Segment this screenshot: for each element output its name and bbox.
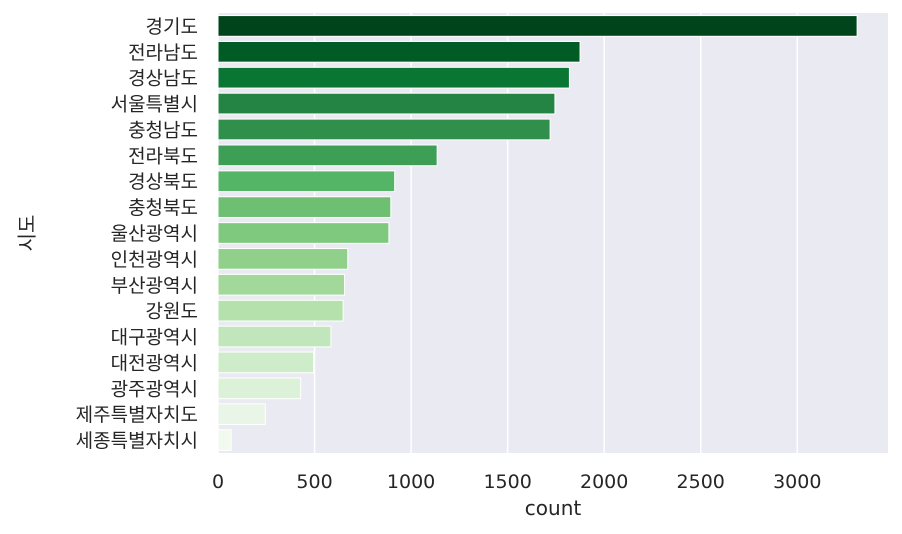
y-tick-label: 전라남도 bbox=[128, 42, 198, 64]
x-tick-label: 2500 bbox=[677, 471, 725, 493]
y-tick-label: 경상북도 bbox=[128, 171, 198, 193]
x-tick-label: 1500 bbox=[483, 471, 531, 493]
bar bbox=[217, 299, 344, 322]
bar bbox=[217, 222, 390, 244]
bar bbox=[217, 66, 570, 89]
y-tick-label: 전라북도 bbox=[128, 145, 198, 167]
x-tick-label: 500 bbox=[296, 471, 332, 493]
y-tick-label: 울산광역시 bbox=[111, 223, 198, 245]
y-tick-label: 광주광역시 bbox=[111, 378, 198, 400]
bar bbox=[217, 325, 332, 348]
y-axis-label: 시도 bbox=[15, 215, 39, 252]
x-tick-label: 0 bbox=[212, 471, 224, 493]
bar bbox=[217, 429, 232, 451]
y-tick-label: 대구광역시 bbox=[111, 327, 198, 349]
bar bbox=[217, 15, 858, 37]
y-tick-label: 대전광역시 bbox=[111, 352, 198, 374]
bar bbox=[217, 377, 302, 400]
y-tick-label: 제주특별자치도 bbox=[76, 404, 198, 426]
bar bbox=[217, 351, 315, 374]
bar bbox=[217, 196, 392, 218]
bar bbox=[217, 403, 266, 426]
y-tick-label: 인천광역시 bbox=[111, 249, 198, 271]
y-tick-label: 강원도 bbox=[146, 301, 198, 323]
bar bbox=[217, 118, 551, 141]
y-tick-label: 서울특별시 bbox=[111, 94, 198, 116]
x-tick-label: 3000 bbox=[773, 471, 821, 493]
y-tick-label: 충청남도 bbox=[128, 119, 198, 141]
y-tick-label: 충청북도 bbox=[128, 197, 198, 219]
y-tick-label: 부산광역시 bbox=[111, 275, 198, 297]
y-tick-label: 세종특별자치시 bbox=[76, 430, 198, 452]
bars bbox=[217, 15, 858, 451]
x-tick-label: 1000 bbox=[387, 471, 435, 493]
y-tick-label: 경상남도 bbox=[128, 68, 198, 90]
x-axis-label: count bbox=[525, 496, 582, 520]
bar bbox=[217, 92, 556, 115]
y-tick-labels: 경기도전라남도경상남도서울특별시충청남도전라북도경상북도충청북도울산광역시인천광… bbox=[76, 16, 198, 452]
bar bbox=[217, 248, 349, 270]
bar bbox=[217, 40, 581, 63]
bar bbox=[217, 273, 345, 296]
bar bbox=[217, 144, 438, 167]
x-tick-labels: 0 500 1000 1500 2000 2500 3000 bbox=[212, 471, 821, 493]
y-tick-label: 경기도 bbox=[146, 16, 198, 38]
bar bbox=[217, 170, 396, 193]
x-tick-label: 2000 bbox=[580, 471, 628, 493]
